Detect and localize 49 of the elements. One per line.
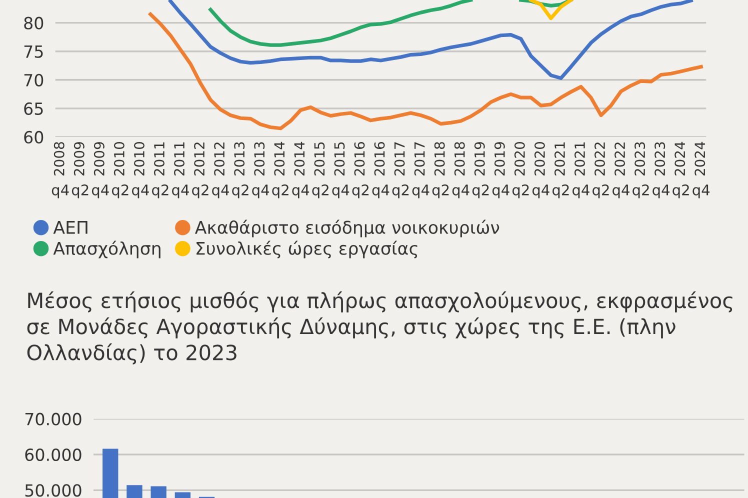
y-tick-label: 50.000 [25, 484, 82, 497]
category-label: 2024 q2 [672, 142, 689, 198]
category-label: 2020 q4 [532, 142, 550, 198]
y-tick-label: 80 [24, 16, 44, 30]
category-label: 2022 q4 [612, 142, 630, 198]
category-label: 2017 q4 [412, 142, 430, 198]
category-label: 2019 q2 [472, 142, 489, 198]
line-series [529, 0, 573, 20]
y-tick-label: 75 [24, 46, 43, 58]
category-label: 2016 q2 [352, 142, 369, 198]
category-label: 2015 q2 [312, 142, 328, 198]
y-tick-label: 60 [24, 130, 44, 144]
category-label: 2022 q2 [592, 142, 609, 198]
category-label: 2014 q2 [272, 142, 288, 198]
line-series [168, 0, 693, 80]
category-label: 2010 q4 [132, 142, 149, 198]
legend-label: Συνολικές ώρες εργασίας [196, 240, 418, 258]
category-label: 2009 q4 [92, 142, 109, 198]
category-label: 2013 q4 [252, 142, 270, 198]
category-label: 2020 q2 [512, 142, 529, 198]
y-tick-label: 65 [24, 102, 43, 115]
chart-title: Μέσος ετήσιος μισθός για πλήρως απασχολούμενους, εκφρασμένος σε Μονάδες Αγοραστικής Δύναμης, στις χώρες της Ε.Ε. (πλην Ολλανδίας) το 2023 [27, 291, 732, 364]
category-label: 2023 q4 [652, 142, 670, 198]
category-label: 2018 q2 [432, 142, 449, 198]
legend-label: Ακαθάριστο εισόδημα νοικοκυριών [194, 220, 500, 238]
y-tick-label: 60.000 [25, 448, 82, 462]
category-label: 2011 q4 [172, 142, 189, 198]
category-label: 2011 q2 [152, 142, 168, 198]
category-label: 2012 q4 [212, 142, 229, 198]
legend-label: Απασχόληση [53, 240, 160, 258]
y-tick-label: 70 [24, 74, 44, 86]
category-label: 2021 q2 [552, 142, 569, 198]
category-label: 2014 q4 [292, 142, 310, 198]
y-tick-label: 70.000 [25, 412, 82, 426]
category-label: 2009 q2 [72, 142, 88, 198]
category-label: 2008 q4 [52, 142, 69, 198]
category-label: 2019 q4 [492, 142, 510, 198]
category-label: 2024 q4 [692, 142, 710, 198]
line-series [148, 12, 703, 130]
legend-label: ΑΕΠ [53, 221, 88, 234]
category-label: 2015 q4 [332, 142, 350, 198]
category-label: 2017 q2 [392, 142, 409, 198]
category-label: 2010 q2 [112, 142, 128, 198]
category-label: 2023 q2 [632, 142, 649, 198]
category-label: 2021 q4 [572, 142, 590, 198]
category-label: 2013 q2 [232, 142, 248, 198]
category-label: 2018 q4 [452, 142, 470, 198]
category-label: 2016 q4 [372, 142, 390, 198]
category-label: 2012 q2 [192, 142, 208, 198]
